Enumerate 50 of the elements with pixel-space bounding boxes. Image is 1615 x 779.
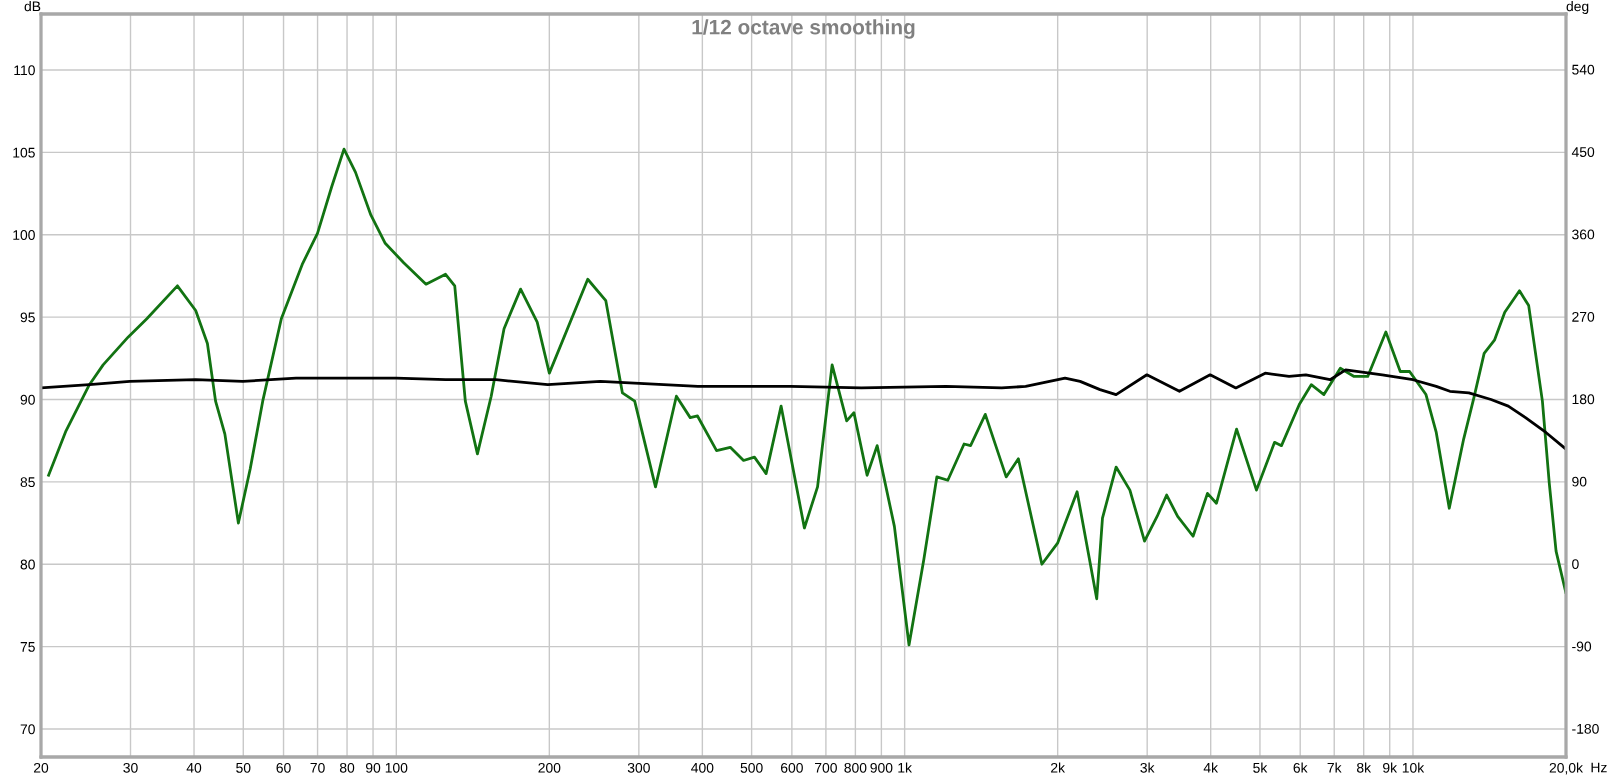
x-tick-label: 60 [276,762,291,773]
y2-tick-label: 180 [1572,394,1595,405]
chart-title: 1/12 octave smoothing [692,19,915,39]
y-tick-label: 95 [20,312,35,323]
y2-tick-label: -180 [1572,723,1599,734]
y2-tick-label: 360 [1572,229,1595,240]
x-tick-label: 20 [33,762,49,773]
y-tick-label: 100 [13,230,35,240]
x-tick-label: 7k [1327,762,1342,773]
y2-tick-label: 270 [1572,311,1595,322]
x-tick-label: 20,0k [1549,762,1584,775]
x-tick-label: 700 [815,762,837,773]
x-tick-label: 70 [310,762,325,773]
y2-tick-label: 90 [1572,476,1587,487]
y2-tick-label: 0 [1572,559,1579,569]
x-tick-label: 1k [898,762,912,773]
x-tick-label: 900 [870,762,893,773]
x-tick-label: 600 [780,762,803,773]
y-tick-label: 75 [20,642,35,652]
x-tick-label: 40 [186,762,202,773]
x-tick-label: 200 [538,762,561,773]
y-tick-label: 85 [20,477,35,488]
y2-tick-label: 450 [1571,147,1595,157]
y2-axis-title: deg [1566,1,1589,14]
x-tick-label: 90 [365,762,381,773]
x-tick-label: 50 [236,762,251,773]
x-tick-label: 4k [1203,762,1219,773]
y2-tick-label: 540 [1572,64,1595,75]
y-tick-label: 110 [14,65,35,76]
x-tick-label: 2k [1051,762,1066,773]
y-tick-label: 80 [20,559,35,570]
x-tick-label: 300 [627,762,650,773]
y2-tick-label: -90 [1572,641,1592,652]
x-tick-label: 8k [1356,762,1372,773]
x-tick-label: 500 [740,762,763,773]
x-tick-label: 100 [385,762,408,773]
x-tick-label: 10k [1402,762,1425,773]
y-tick-label: 70 [20,724,35,735]
x-tick-label: 9k [1383,762,1398,773]
x-tick-label: 800 [844,762,867,773]
y-axis-title: dB [24,1,41,12]
x-tick-label: 30 [123,762,138,773]
x-tick-label: 5k [1253,762,1268,773]
x-tick-label: 80 [339,762,355,773]
y-tick-label: 105 [13,147,35,158]
x-tick-label: 6k [1293,762,1308,773]
y-tick-label: 90 [20,394,35,405]
x-tick-label: 400 [691,762,714,773]
x-tick-label: 3k [1140,762,1155,773]
x-axis-title: Hz [1591,762,1607,773]
